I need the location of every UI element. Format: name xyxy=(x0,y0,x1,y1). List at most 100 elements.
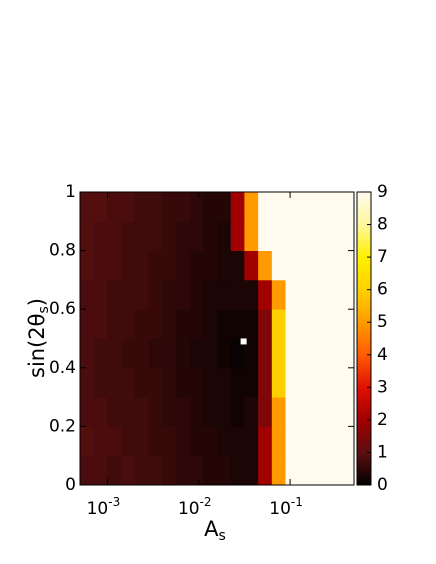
y-tick-label: 1 xyxy=(65,182,76,202)
heat-cell xyxy=(162,455,177,486)
heat-cell xyxy=(162,338,177,369)
colorbar-swatch xyxy=(357,421,371,425)
heat-cell xyxy=(93,397,108,427)
heat-cell xyxy=(216,367,232,398)
heat-cell xyxy=(216,426,232,457)
colorbar-swatch xyxy=(357,326,371,330)
colorbar-swatch xyxy=(357,375,371,379)
heat-cell xyxy=(107,455,122,486)
heat-cell xyxy=(216,397,232,427)
heat-cell xyxy=(326,279,341,310)
colorbar-swatch xyxy=(357,265,371,269)
y-label-text: sin(2θ xyxy=(25,314,49,379)
heat-cell xyxy=(312,338,327,369)
heat-cell xyxy=(175,426,190,457)
colorbar-swatch xyxy=(357,277,371,281)
heat-cell xyxy=(162,221,177,251)
heat-cell xyxy=(299,455,314,486)
colorbar-swatch xyxy=(357,279,371,283)
colorbar-swatch xyxy=(357,409,371,413)
heat-cell xyxy=(299,279,314,310)
heat-cell xyxy=(134,426,149,457)
colorbar-swatch xyxy=(357,394,371,398)
heat-cell xyxy=(299,309,314,339)
colorbar-swatch xyxy=(357,406,371,410)
colorbar-swatch xyxy=(357,355,371,359)
heat-cell xyxy=(244,367,259,398)
heat-cell xyxy=(230,455,245,486)
heat-cell xyxy=(80,221,95,251)
y-label-suffix: ) xyxy=(25,298,49,306)
heat-cell xyxy=(244,279,259,310)
heat-cell xyxy=(299,338,314,369)
colorbar-swatch xyxy=(357,243,371,247)
colorbar-swatch xyxy=(357,389,371,393)
heat-cell xyxy=(312,397,327,427)
heat-cell xyxy=(189,250,204,281)
heat-cell xyxy=(175,192,190,222)
colorbar-swatch xyxy=(357,248,371,252)
colorbar-swatch xyxy=(357,226,371,230)
heat-cell xyxy=(340,397,355,427)
heat-cell xyxy=(312,250,327,281)
colorbar-swatch xyxy=(357,370,371,374)
colorbar-swatch xyxy=(357,423,371,427)
heat-cell xyxy=(162,397,177,427)
colorbar-swatch xyxy=(357,448,371,452)
heat-cell xyxy=(148,455,163,486)
heat-cell xyxy=(175,250,190,281)
heat-cell xyxy=(80,455,95,486)
heat-cell xyxy=(216,309,232,339)
x-tick-label: 10-3 xyxy=(87,495,121,520)
colorbar-swatch xyxy=(357,414,371,418)
colorbar-swatch xyxy=(357,428,371,432)
colorbar-tick-label: 7 xyxy=(377,247,388,267)
colorbar-swatch xyxy=(357,240,371,244)
heat-cell xyxy=(121,455,136,486)
heat-cell xyxy=(326,221,341,251)
colorbar-swatch xyxy=(357,311,371,315)
colorbar-tick-label: 6 xyxy=(377,280,388,300)
heat-cell xyxy=(93,279,108,310)
colorbar-swatch xyxy=(357,262,371,266)
colorbar-swatch xyxy=(357,384,371,388)
heat-cell xyxy=(299,192,314,222)
heat-cell xyxy=(271,426,286,457)
heat-cell xyxy=(121,309,136,339)
plot-frame xyxy=(79,191,355,486)
x-tick-exponent: -1 xyxy=(291,495,303,509)
heat-cell xyxy=(93,309,108,339)
heat-cell xyxy=(134,397,149,427)
heat-cell xyxy=(326,367,341,398)
colorbar-swatch xyxy=(357,289,371,293)
heat-cell xyxy=(107,309,122,339)
heat-cell xyxy=(175,279,190,310)
heat-cell xyxy=(203,309,218,339)
heat-cell xyxy=(80,279,95,310)
heat-cell xyxy=(285,221,300,251)
colorbar-swatch xyxy=(357,192,371,195)
heat-cell xyxy=(80,397,95,427)
heat-cell xyxy=(271,338,286,369)
heat-cell xyxy=(285,279,300,310)
colorbar-swatch xyxy=(357,377,371,381)
colorbar-swatch xyxy=(357,431,371,435)
heat-cell xyxy=(285,192,300,222)
colorbar-swatch xyxy=(357,455,371,459)
colorbar-swatch xyxy=(357,336,371,339)
heat-cell xyxy=(312,192,327,222)
heat-cell xyxy=(230,250,245,281)
colorbar-swatch xyxy=(357,401,371,405)
colorbar-swatch xyxy=(357,221,371,225)
heat-cell xyxy=(258,367,273,398)
heat-cell xyxy=(121,279,136,310)
colorbar-swatch xyxy=(357,367,371,371)
heat-cell xyxy=(230,279,245,310)
colorbar-swatch xyxy=(357,482,371,486)
heat-cell xyxy=(107,279,122,310)
colorbar-swatch xyxy=(357,316,371,320)
heat-cell xyxy=(299,367,314,398)
colorbar-tick-label: 3 xyxy=(377,377,388,397)
colorbar-swatch xyxy=(357,472,371,476)
x-tick-label: 10-1 xyxy=(269,495,303,520)
